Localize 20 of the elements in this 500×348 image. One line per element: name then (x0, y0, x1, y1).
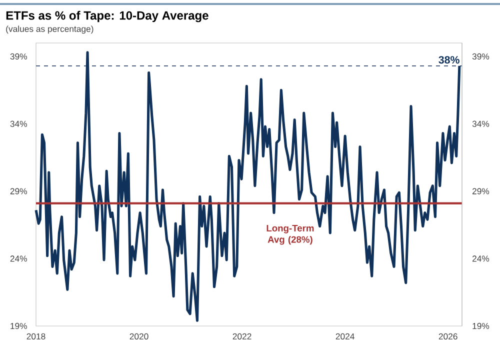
x-tick-label: 2022 (232, 333, 252, 340)
x-tick-label: 2018 (26, 333, 46, 340)
y2-tick-label: 39% (472, 53, 490, 60)
line-series (34, 51, 461, 322)
y-tick-label: 19% (10, 322, 27, 330)
ref-line-label: 38% (438, 56, 460, 64)
y-tick-label: 29% (10, 188, 27, 194)
x-tick-label: 2024 (336, 333, 354, 340)
chart-subtitle: (values as percentage) (6, 26, 94, 34)
y-tick-label: 39% (10, 53, 27, 60)
y2-tick-label: 34% (472, 120, 490, 127)
y-tick-label: 34% (10, 120, 27, 127)
chart-title: ETFs as % of Tape: 10-Day Average (6, 10, 208, 22)
y2-tick-label: 29% (472, 188, 490, 194)
ref-line-label: Long-Term Avg (28%) (266, 224, 314, 245)
y2-tick-label: 19% (472, 322, 490, 330)
x-tick-label: 2026 (438, 333, 458, 340)
y2-tick-label: 24% (472, 256, 490, 262)
y-tick-label: 24% (10, 256, 27, 262)
x-tick-label: 2020 (130, 333, 148, 340)
